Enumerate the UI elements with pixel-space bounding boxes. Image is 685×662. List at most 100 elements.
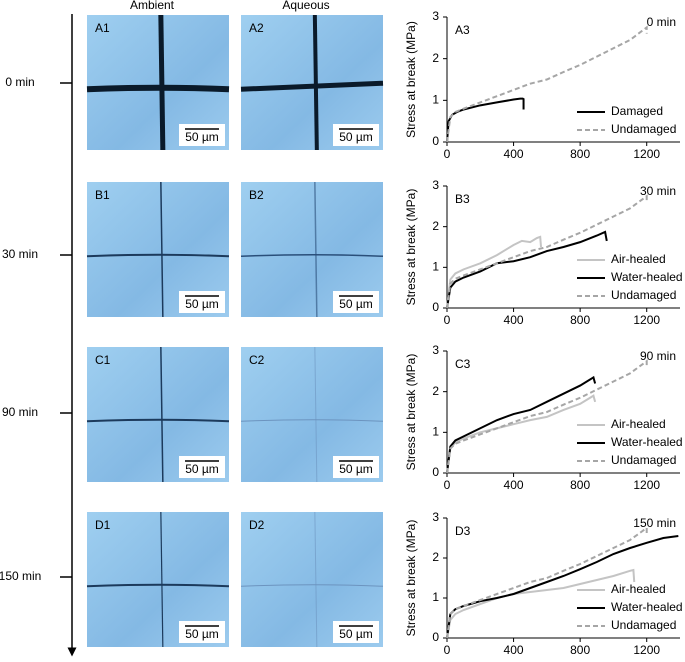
x-tick-label: 0 — [444, 478, 451, 492]
crack — [314, 181, 318, 318]
line — [446, 25, 648, 143]
line — [446, 230, 608, 309]
scale-label: 50 µm — [339, 130, 373, 144]
panel-label: D1 — [95, 518, 111, 532]
x-tick-label: 800 — [570, 478, 590, 492]
y-tick-label: 2 — [432, 219, 439, 233]
legend-label: Air-healed — [611, 582, 666, 596]
scale-label: 50 µm — [185, 297, 219, 311]
crack — [86, 84, 230, 93]
line — [446, 568, 636, 639]
crack — [86, 418, 230, 423]
y-tick-label: 1 — [432, 425, 439, 439]
panel-label: A2 — [249, 21, 264, 35]
scale-label: 50 µm — [185, 130, 219, 144]
annotation: 30 min — [640, 184, 676, 198]
scale-label: 50 µm — [185, 462, 219, 476]
crack — [86, 253, 230, 258]
column-header: Aqueous — [282, 0, 329, 12]
y-tick-label: 1 — [432, 260, 439, 274]
y-tick-label: 1 — [432, 93, 439, 107]
scale-label: 50 µm — [339, 297, 373, 311]
time-label: 0 min — [5, 75, 34, 89]
y-tick-label: 0 — [432, 300, 439, 314]
x-tick-label: 1200 — [633, 313, 660, 327]
y-tick-label: 2 — [432, 550, 439, 564]
x-tick-label: 800 — [570, 643, 590, 657]
y-tick-label: 3 — [432, 9, 439, 23]
crack — [160, 346, 164, 483]
panel-label: C2 — [249, 353, 265, 367]
crack — [314, 346, 318, 483]
crack — [240, 254, 384, 257]
line — [446, 97, 525, 143]
x-tick-label: 1200 — [633, 478, 660, 492]
annotation: 150 min — [633, 516, 676, 530]
annotation: 0 min — [647, 15, 676, 29]
line — [446, 526, 648, 639]
crack — [314, 511, 318, 648]
panel-label: A3 — [455, 23, 470, 37]
legend-label: Undamaged — [611, 288, 676, 302]
scale-label: 50 µm — [339, 627, 373, 641]
crack — [86, 583, 230, 588]
y-tick-label: 2 — [432, 384, 439, 398]
panel-label: C1 — [95, 353, 111, 367]
y-tick-label: 0 — [432, 465, 439, 479]
panel-label: B1 — [95, 188, 110, 202]
x-tick-label: 800 — [570, 147, 590, 161]
y-tick-label: 3 — [432, 178, 439, 192]
legend-label: Undamaged — [611, 618, 676, 632]
scale-label: 50 µm — [339, 462, 373, 476]
line — [446, 194, 648, 309]
line — [446, 235, 543, 309]
line — [446, 535, 679, 639]
panel-label: D3 — [455, 524, 471, 538]
x-tick-label: 1200 — [633, 147, 660, 161]
line — [446, 359, 648, 474]
legend-label: Water-healed — [611, 270, 683, 284]
y-axis-label: Stress at break (MPa) — [404, 189, 418, 306]
legend-label: Air-healed — [611, 417, 666, 431]
column-header: Ambient — [130, 0, 175, 12]
line — [446, 375, 597, 474]
legend-label: Water-healed — [611, 600, 683, 614]
y-tick-label: 0 — [432, 134, 439, 148]
panel-label: B2 — [249, 188, 264, 202]
x-tick-label: 800 — [570, 313, 590, 327]
panel-label: C3 — [455, 357, 471, 371]
time-label: 30 min — [2, 247, 38, 261]
legend-label: Undamaged — [611, 453, 676, 467]
time-label: 150 min — [0, 569, 41, 583]
panel-label: A1 — [95, 21, 110, 35]
annotation: 90 min — [640, 349, 676, 363]
crack — [160, 511, 164, 648]
line — [446, 394, 597, 474]
y-axis-label: Stress at break (MPa) — [404, 354, 418, 471]
y-tick-label: 3 — [432, 510, 439, 524]
x-tick-label: 0 — [444, 147, 451, 161]
legend-label: Air-healed — [611, 252, 666, 266]
y-tick-label: 0 — [432, 630, 439, 644]
legend-label: Undamaged — [611, 122, 676, 136]
crack — [240, 80, 384, 92]
panel-label: D2 — [249, 518, 265, 532]
crack — [160, 181, 164, 318]
x-tick-label: 0 — [444, 643, 451, 657]
x-tick-label: 0 — [444, 313, 451, 327]
y-tick-label: 2 — [432, 51, 439, 65]
crack — [240, 584, 384, 587]
panel-label: B3 — [455, 192, 470, 206]
crack — [240, 419, 384, 422]
time-label: 90 min — [2, 405, 38, 419]
scale-label: 50 µm — [185, 627, 219, 641]
x-tick-label: 400 — [504, 313, 524, 327]
x-tick-label: 400 — [504, 147, 524, 161]
x-tick-label: 1200 — [633, 643, 660, 657]
y-axis-label: Stress at break (MPa) — [404, 520, 418, 637]
y-axis-label: Stress at break (MPa) — [404, 21, 418, 138]
y-tick-label: 1 — [432, 590, 439, 604]
legend-label: Damaged — [611, 104, 663, 118]
legend-label: Water-healed — [611, 435, 683, 449]
